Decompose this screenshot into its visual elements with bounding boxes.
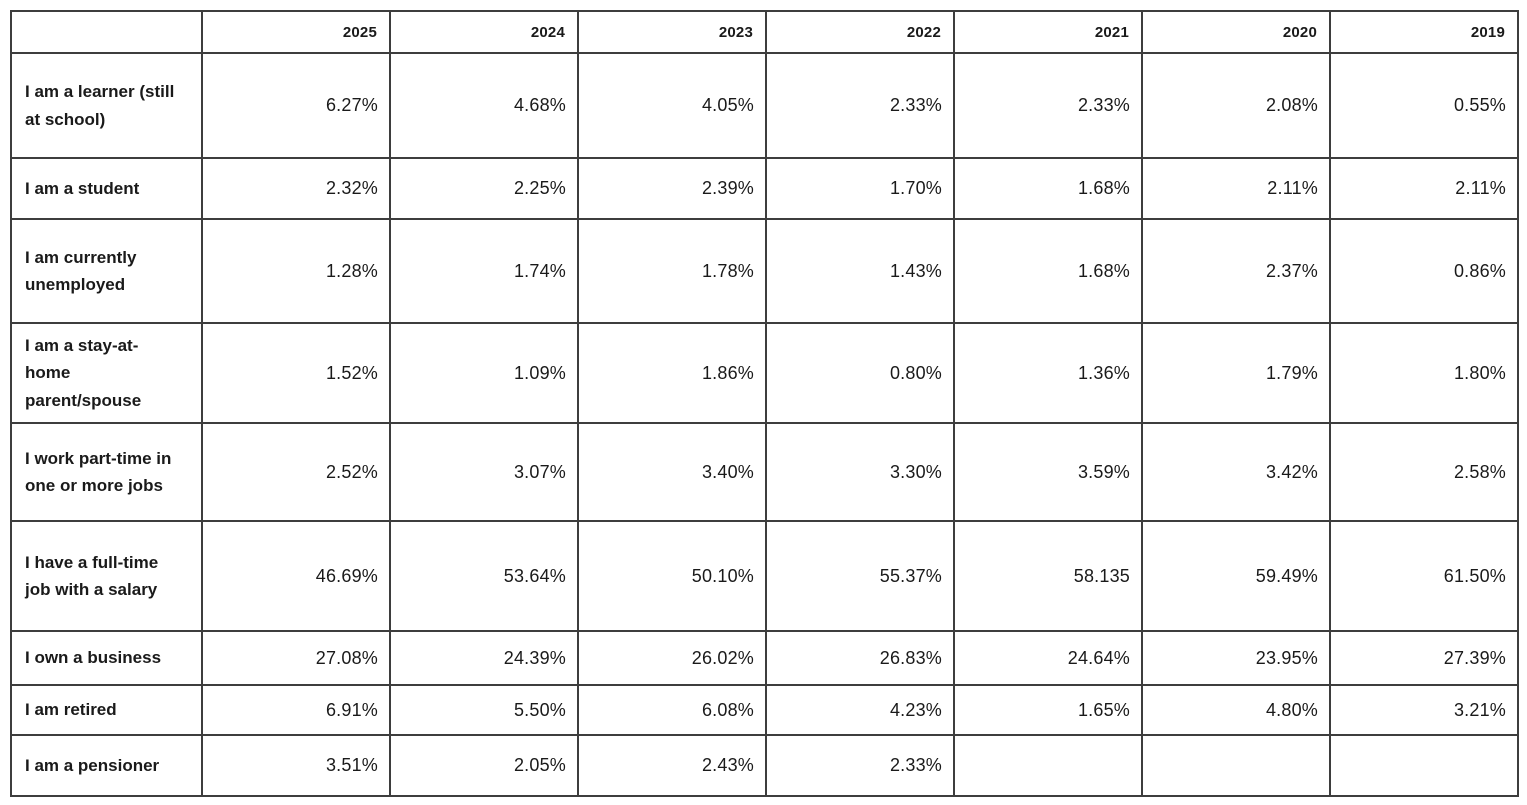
- cell-own-business-2021: 24.64%: [953, 630, 1143, 686]
- cell-full-time-2019: 61.50%: [1329, 520, 1519, 632]
- cell-full-time-2025: 46.69%: [201, 520, 391, 632]
- cell-learner-2019: 0.55%: [1329, 52, 1519, 159]
- cell-pensioner-2021: [953, 734, 1143, 797]
- cell-student-2022: 1.70%: [765, 157, 955, 220]
- cell-unemployed-2021: 1.68%: [953, 218, 1143, 324]
- cell-retired-2024: 5.50%: [389, 684, 579, 736]
- cell-full-time-2021: 58.135: [953, 520, 1143, 632]
- cell-learner-2021: 2.33%: [953, 52, 1143, 159]
- row-label: I work part-time in one or more jobs: [10, 422, 203, 522]
- header-cell-2021: 2021: [953, 10, 1143, 54]
- cell-retired-2019: 3.21%: [1329, 684, 1519, 736]
- cell-student-2025: 2.32%: [201, 157, 391, 220]
- cell-learner-2020: 2.08%: [1141, 52, 1331, 159]
- cell-own-business-2024: 24.39%: [389, 630, 579, 686]
- cell-own-business-2019: 27.39%: [1329, 630, 1519, 686]
- cell-unemployed-2019: 0.86%: [1329, 218, 1519, 324]
- cell-unemployed-2022: 1.43%: [765, 218, 955, 324]
- row-label: I own a business: [10, 630, 203, 686]
- header-cell-2020: 2020: [1141, 10, 1331, 54]
- table-row-part-time: I work part-time in one or more jobs 2.5…: [10, 422, 1519, 522]
- table-row-unemployed: I am currently unemployed 1.28% 1.74% 1.…: [10, 218, 1519, 324]
- cell-part-time-2022: 3.30%: [765, 422, 955, 522]
- cell-pensioner-2023: 2.43%: [577, 734, 767, 797]
- cell-part-time-2025: 2.52%: [201, 422, 391, 522]
- table-row-learner: I am a learner (still at school) 6.27% 4…: [10, 52, 1519, 159]
- cell-own-business-2023: 26.02%: [577, 630, 767, 686]
- row-label: I am a learner (still at school): [10, 52, 203, 159]
- row-label: I have a full-time job with a salary: [10, 520, 203, 632]
- cell-pensioner-2020: [1141, 734, 1331, 797]
- cell-own-business-2022: 26.83%: [765, 630, 955, 686]
- cell-pensioner-2022: 2.33%: [765, 734, 955, 797]
- table-row-stay-at-home: I am a stay-at-home parent/spouse 1.52% …: [10, 322, 1519, 424]
- cell-student-2020: 2.11%: [1141, 157, 1331, 220]
- cell-full-time-2022: 55.37%: [765, 520, 955, 632]
- row-label: I am retired: [10, 684, 203, 736]
- cell-unemployed-2020: 2.37%: [1141, 218, 1331, 324]
- row-label: I am currently unemployed: [10, 218, 203, 324]
- cell-student-2019: 2.11%: [1329, 157, 1519, 220]
- cell-unemployed-2025: 1.28%: [201, 218, 391, 324]
- cell-unemployed-2024: 1.74%: [389, 218, 579, 324]
- cell-learner-2025: 6.27%: [201, 52, 391, 159]
- cell-student-2024: 2.25%: [389, 157, 579, 220]
- cell-stay-at-home-2022: 0.80%: [765, 322, 955, 424]
- header-cell-2023: 2023: [577, 10, 767, 54]
- cell-retired-2020: 4.80%: [1141, 684, 1331, 736]
- cell-part-time-2023: 3.40%: [577, 422, 767, 522]
- cell-stay-at-home-2025: 1.52%: [201, 322, 391, 424]
- table-row-retired: I am retired 6.91% 5.50% 6.08% 4.23% 1.6…: [10, 684, 1519, 736]
- table-row-pensioner: I am a pensioner 3.51% 2.05% 2.43% 2.33%: [10, 734, 1519, 797]
- header-cell-blank: [10, 10, 203, 54]
- table-row-full-time: I have a full-time job with a salary 46.…: [10, 520, 1519, 632]
- cell-retired-2023: 6.08%: [577, 684, 767, 736]
- cell-stay-at-home-2020: 1.79%: [1141, 322, 1331, 424]
- row-label: I am a stay-at-home parent/spouse: [10, 322, 203, 424]
- header-cell-2025: 2025: [201, 10, 391, 54]
- cell-part-time-2024: 3.07%: [389, 422, 579, 522]
- cell-retired-2022: 4.23%: [765, 684, 955, 736]
- cell-student-2023: 2.39%: [577, 157, 767, 220]
- cell-stay-at-home-2019: 1.80%: [1329, 322, 1519, 424]
- header-cell-2019: 2019: [1329, 10, 1519, 54]
- table-row-own-business: I own a business 27.08% 24.39% 26.02% 26…: [10, 630, 1519, 686]
- cell-unemployed-2023: 1.78%: [577, 218, 767, 324]
- cell-pensioner-2019: [1329, 734, 1519, 797]
- cell-pensioner-2024: 2.05%: [389, 734, 579, 797]
- header-row: 2025 2024 2023 2022 2021 2020 2019: [10, 10, 1519, 54]
- cell-learner-2024: 4.68%: [389, 52, 579, 159]
- header-cell-2022: 2022: [765, 10, 955, 54]
- row-label: I am a pensioner: [10, 734, 203, 797]
- cell-part-time-2021: 3.59%: [953, 422, 1143, 522]
- cell-full-time-2024: 53.64%: [389, 520, 579, 632]
- cell-retired-2025: 6.91%: [201, 684, 391, 736]
- cell-learner-2022: 2.33%: [765, 52, 955, 159]
- cell-learner-2023: 4.05%: [577, 52, 767, 159]
- cell-pensioner-2025: 3.51%: [201, 734, 391, 797]
- cell-student-2021: 1.68%: [953, 157, 1143, 220]
- cell-part-time-2020: 3.42%: [1141, 422, 1331, 522]
- cell-stay-at-home-2024: 1.09%: [389, 322, 579, 424]
- cell-own-business-2025: 27.08%: [201, 630, 391, 686]
- cell-full-time-2020: 59.49%: [1141, 520, 1331, 632]
- cell-own-business-2020: 23.95%: [1141, 630, 1331, 686]
- table-row-student: I am a student 2.32% 2.25% 2.39% 1.70% 1…: [10, 157, 1519, 220]
- employment-status-by-year-table: 2025 2024 2023 2022 2021 2020 2019 I am …: [10, 10, 1519, 797]
- row-label: I am a student: [10, 157, 203, 220]
- cell-part-time-2019: 2.58%: [1329, 422, 1519, 522]
- cell-full-time-2023: 50.10%: [577, 520, 767, 632]
- cell-stay-at-home-2023: 1.86%: [577, 322, 767, 424]
- cell-retired-2021: 1.65%: [953, 684, 1143, 736]
- header-cell-2024: 2024: [389, 10, 579, 54]
- cell-stay-at-home-2021: 1.36%: [953, 322, 1143, 424]
